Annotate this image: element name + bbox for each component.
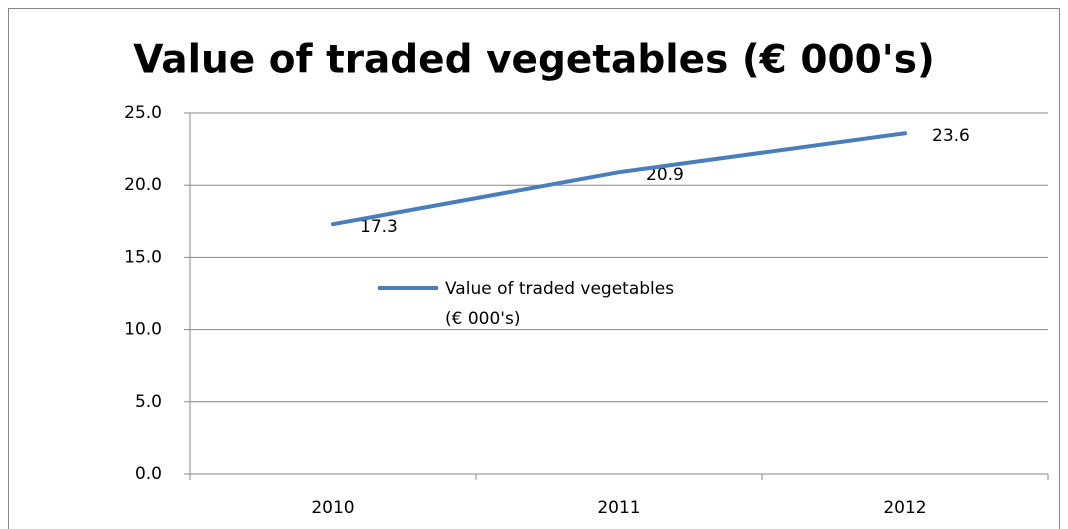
y-tick-label: 25.0 [124,103,162,123]
x-tick-label: 2012 [883,498,926,518]
chart-frame [8,8,1060,529]
data-label: 20.9 [646,165,684,185]
y-tick-label: 5.0 [135,392,162,412]
y-tick-label: 10.0 [124,320,162,340]
y-tick-label: 20.0 [124,175,162,195]
data-label: 23.6 [932,126,970,146]
y-tick-label: 0.0 [135,464,162,484]
legend-label: Value of traded vegetables (€ 000's) [445,279,675,329]
x-tick-label: 2011 [597,498,640,518]
line [331,131,907,227]
chart-title: Value of traded vegetables (€ 000's) [133,38,935,83]
x-tick-label: 2010 [311,498,354,518]
y-tick-label: 15.0 [124,247,162,267]
data-label: 17.3 [360,217,398,237]
